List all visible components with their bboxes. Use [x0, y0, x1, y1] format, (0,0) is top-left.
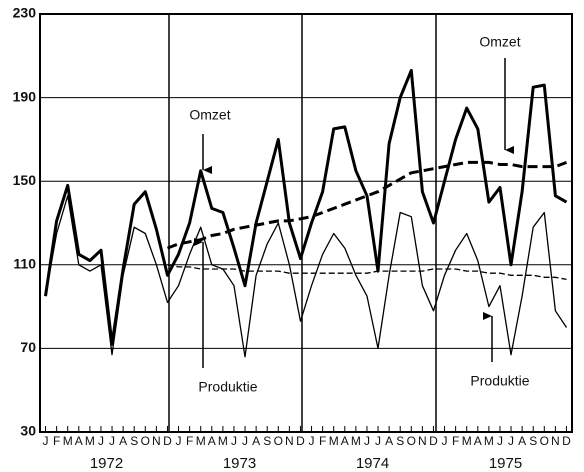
x-tick-label: J [309, 434, 315, 448]
x-tick-label: O [274, 434, 283, 448]
x-tick-label: A [341, 434, 349, 448]
x-tick-label: S [263, 434, 271, 448]
x-tick-label: M [85, 434, 95, 448]
x-tick-label: J [508, 434, 514, 448]
x-tick-label: J [442, 434, 448, 448]
y-tick-label: 190 [13, 88, 37, 104]
x-tick-label: F [186, 434, 193, 448]
x-tick-label: M [63, 434, 73, 448]
annotation: Omzet [189, 107, 230, 123]
x-tick-label: A [385, 434, 393, 448]
year-label: 1975 [489, 455, 522, 472]
series-line [166, 160, 568, 250]
annotation: Produktie [470, 373, 529, 389]
x-tick-label: J [43, 434, 49, 448]
x-tick-label: D [562, 434, 571, 448]
x-tick-label: D [296, 434, 305, 448]
series-line [44, 68, 568, 346]
x-tick-label: S [130, 434, 138, 448]
x-tick-label: F [452, 434, 459, 448]
x-tick-label: A [208, 434, 216, 448]
x-tick-label: M [351, 434, 361, 448]
annotation: Omzet [479, 34, 520, 50]
y-tick-label: 110 [13, 256, 36, 272]
x-tick-label: J [242, 434, 248, 448]
x-tick-label: A [119, 434, 127, 448]
x-tick-label: M [218, 434, 228, 448]
x-tick-label: M [484, 434, 494, 448]
x-tick-label: J [364, 434, 370, 448]
series-line [44, 195, 568, 358]
x-tick-label: N [152, 434, 161, 448]
x-tick-label: J [375, 434, 381, 448]
x-tick-label: J [497, 434, 503, 448]
x-tick-label: M [462, 434, 472, 448]
x-tick-label: J [109, 434, 115, 448]
plot-frame [39, 13, 573, 433]
x-tick-label: M [196, 434, 206, 448]
x-tick-label: J [231, 434, 237, 448]
x-tick-label: J [176, 434, 182, 448]
y-tick-label: 30 [20, 423, 36, 439]
year-label: 1973 [223, 455, 256, 472]
y-tick-label: 230 [13, 5, 37, 21]
year-label: 1974 [356, 455, 389, 472]
annotation: Produktie [198, 379, 257, 395]
x-tick-label: O [141, 434, 150, 448]
x-tick-label: N [418, 434, 427, 448]
x-tick-label: A [518, 434, 526, 448]
x-tick-label: M [329, 434, 339, 448]
x-tick-label: O [540, 434, 549, 448]
x-tick-label: A [474, 434, 482, 448]
y-tick-label: 70 [20, 339, 36, 355]
year-label: 1972 [90, 455, 123, 472]
x-tick-label: N [551, 434, 560, 448]
x-tick-label: S [529, 434, 537, 448]
x-tick-label: F [319, 434, 326, 448]
x-tick-label: D [429, 434, 438, 448]
y-tick-label: 150 [13, 172, 37, 188]
x-tick-label: F [53, 434, 60, 448]
x-tick-label: N [285, 434, 294, 448]
x-tick-label: S [396, 434, 404, 448]
series-line [167, 264, 567, 281]
x-tick-label: A [252, 434, 260, 448]
x-tick-label: D [163, 434, 172, 448]
x-tick-label: J [98, 434, 104, 448]
x-tick-label: A [75, 434, 83, 448]
x-tick-label: O [407, 434, 416, 448]
